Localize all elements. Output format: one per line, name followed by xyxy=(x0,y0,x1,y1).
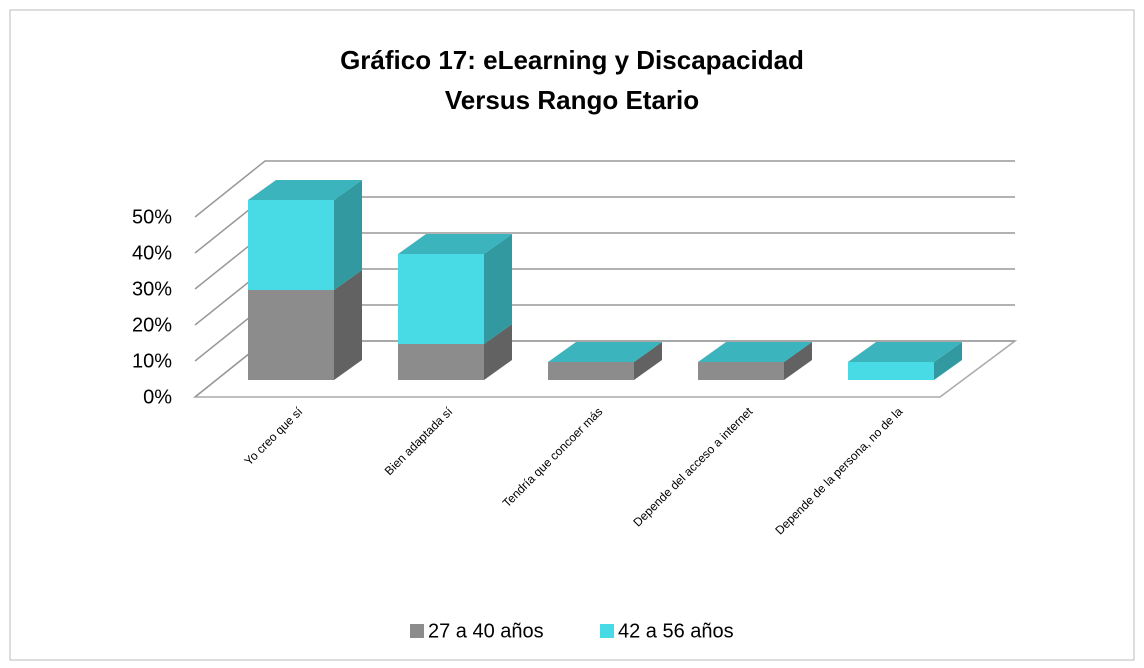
bar-segment xyxy=(698,362,784,380)
bar-side xyxy=(334,180,362,290)
bar-side xyxy=(784,342,812,380)
bar-top xyxy=(398,234,512,254)
y-tick-label: 20% xyxy=(132,314,172,336)
bar-side xyxy=(934,342,962,380)
bar-side xyxy=(634,342,662,380)
bar-segment xyxy=(248,290,334,380)
chart-title: Gráfico 17: eLearning y Discapacidad xyxy=(340,45,804,75)
y-tick-label: 30% xyxy=(132,278,172,300)
bar-segment xyxy=(548,362,634,380)
legend-swatch xyxy=(600,624,614,638)
y-tick-label: 0% xyxy=(143,386,172,408)
legend-label: 27 a 40 años xyxy=(428,620,544,642)
legend-swatch xyxy=(410,624,424,638)
bar-segment xyxy=(848,362,934,380)
y-tick-label: 40% xyxy=(132,242,172,264)
bar-segment xyxy=(248,200,334,290)
bar-top xyxy=(698,342,812,362)
bar-top xyxy=(848,342,962,362)
bar-side xyxy=(484,234,512,344)
y-tick-label: 50% xyxy=(132,206,172,228)
legend-label: 42 a 56 años xyxy=(618,620,734,642)
bar-side xyxy=(484,324,512,380)
bar-side xyxy=(334,270,362,380)
bar-segment xyxy=(398,254,484,344)
y-tick-label: 10% xyxy=(132,350,172,372)
bar-top xyxy=(548,342,662,362)
chart-border xyxy=(9,9,1135,661)
bar-segment xyxy=(398,344,484,380)
bar-top xyxy=(248,180,362,200)
chart-title: Versus Rango Etario xyxy=(445,85,699,115)
grid-line xyxy=(194,160,1015,218)
